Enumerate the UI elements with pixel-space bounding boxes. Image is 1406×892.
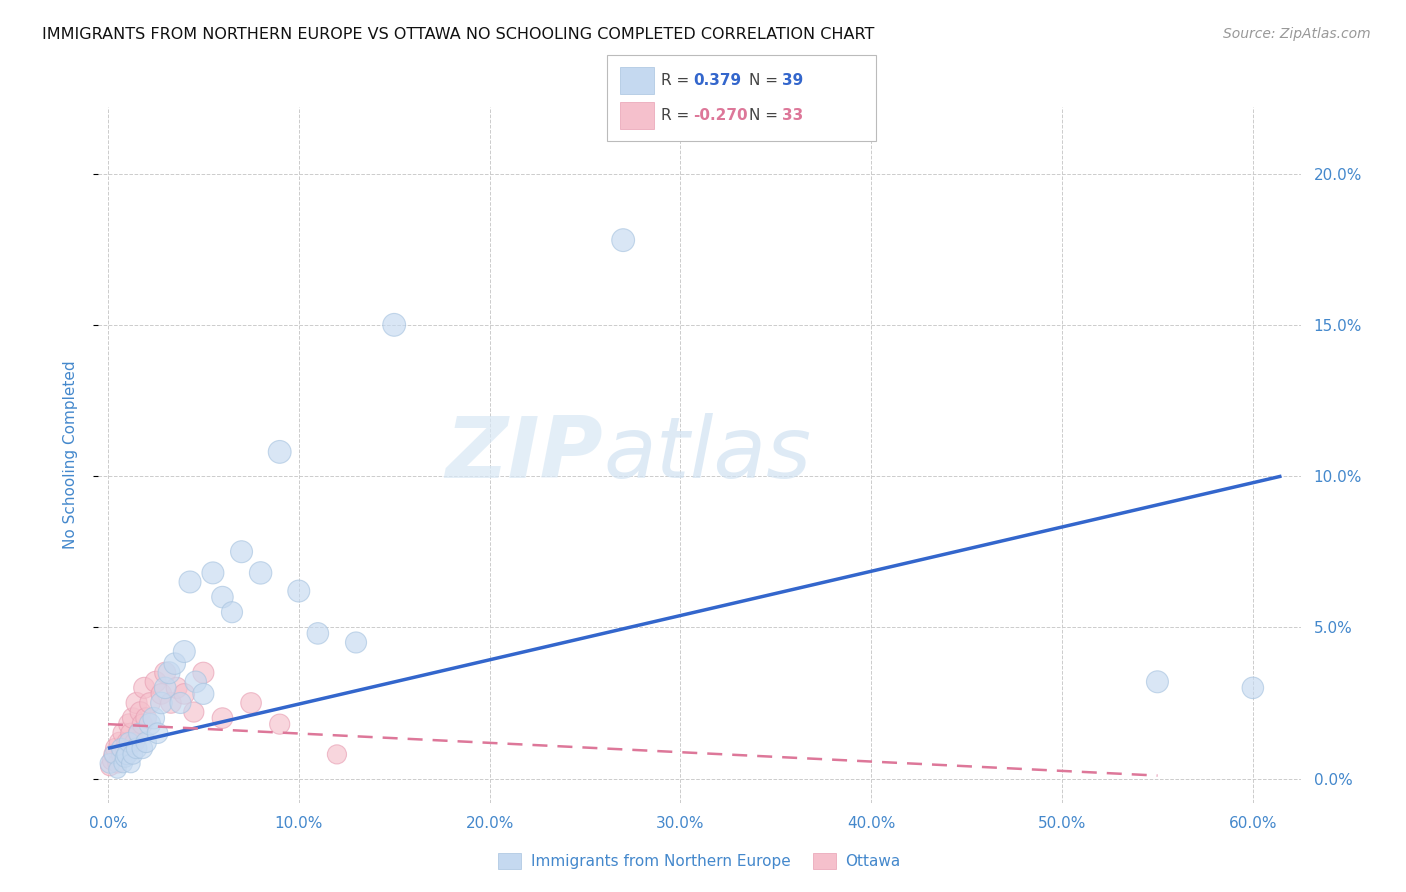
Point bbox=[103, 747, 125, 762]
Point bbox=[184, 674, 207, 689]
Point bbox=[160, 696, 183, 710]
Point bbox=[150, 687, 173, 701]
Point bbox=[107, 756, 129, 771]
Point bbox=[115, 747, 138, 762]
Point bbox=[131, 717, 153, 731]
Point bbox=[101, 754, 124, 768]
Text: Source: ZipAtlas.com: Source: ZipAtlas.com bbox=[1223, 27, 1371, 41]
Point bbox=[193, 687, 215, 701]
Point bbox=[135, 711, 157, 725]
Point bbox=[211, 711, 233, 725]
Point bbox=[231, 545, 253, 559]
Point bbox=[135, 735, 157, 749]
Text: 39: 39 bbox=[782, 73, 803, 88]
Point bbox=[163, 657, 186, 671]
Point bbox=[612, 233, 634, 247]
Text: IMMIGRANTS FROM NORTHERN EUROPE VS OTTAWA NO SCHOOLING COMPLETED CORRELATION CHA: IMMIGRANTS FROM NORTHERN EUROPE VS OTTAW… bbox=[42, 27, 875, 42]
Point bbox=[112, 756, 135, 771]
Text: R =: R = bbox=[661, 108, 695, 123]
Point bbox=[110, 741, 132, 756]
Point bbox=[211, 590, 233, 604]
Point bbox=[114, 741, 136, 756]
Point bbox=[249, 566, 271, 580]
Point bbox=[269, 445, 291, 459]
Legend: Immigrants from Northern Europe, Ottawa: Immigrants from Northern Europe, Ottawa bbox=[492, 847, 907, 875]
Point bbox=[110, 747, 132, 762]
Point bbox=[173, 644, 195, 658]
Point bbox=[1146, 674, 1168, 689]
Point bbox=[103, 747, 125, 762]
Point bbox=[166, 681, 188, 695]
Point bbox=[201, 566, 224, 580]
Point bbox=[104, 741, 127, 756]
Point bbox=[118, 717, 141, 731]
Text: R =: R = bbox=[661, 73, 695, 88]
Point bbox=[326, 747, 349, 762]
Point bbox=[125, 741, 148, 756]
Point bbox=[307, 626, 329, 640]
Point bbox=[134, 681, 156, 695]
Text: N =: N = bbox=[749, 73, 783, 88]
Point bbox=[114, 750, 136, 764]
Point bbox=[269, 717, 291, 731]
Point bbox=[98, 759, 121, 773]
Point bbox=[118, 735, 141, 749]
Point bbox=[287, 584, 309, 599]
Text: atlas: atlas bbox=[603, 413, 811, 497]
Point bbox=[344, 635, 367, 649]
Point bbox=[193, 665, 215, 680]
Point bbox=[107, 763, 129, 777]
Text: ZIP: ZIP bbox=[446, 413, 603, 497]
Y-axis label: No Schooling Completed: No Schooling Completed bbox=[63, 360, 77, 549]
Point bbox=[121, 711, 143, 725]
Point bbox=[150, 696, 173, 710]
Point bbox=[157, 665, 180, 680]
Point bbox=[169, 696, 191, 710]
Point bbox=[108, 735, 131, 749]
Text: -0.270: -0.270 bbox=[693, 108, 748, 123]
Point bbox=[142, 711, 165, 725]
Point bbox=[139, 696, 162, 710]
Point bbox=[120, 756, 142, 771]
Point bbox=[98, 756, 121, 771]
Point bbox=[121, 747, 143, 762]
Text: 0.379: 0.379 bbox=[693, 73, 741, 88]
Point bbox=[1241, 681, 1264, 695]
Text: 33: 33 bbox=[782, 108, 803, 123]
Point bbox=[221, 605, 243, 619]
Text: N =: N = bbox=[749, 108, 783, 123]
Point bbox=[128, 726, 150, 740]
Point bbox=[112, 726, 135, 740]
Point bbox=[179, 574, 201, 589]
Point bbox=[183, 705, 205, 719]
Point bbox=[124, 735, 146, 749]
Point bbox=[155, 681, 177, 695]
Point bbox=[173, 687, 195, 701]
Point bbox=[145, 674, 167, 689]
Point bbox=[128, 726, 150, 740]
Point bbox=[129, 705, 152, 719]
Point bbox=[125, 696, 148, 710]
Point bbox=[139, 717, 162, 731]
Point bbox=[155, 665, 177, 680]
Point bbox=[115, 735, 138, 749]
Point bbox=[131, 741, 153, 756]
Point bbox=[146, 726, 169, 740]
Point bbox=[240, 696, 263, 710]
Point bbox=[120, 726, 142, 740]
Point bbox=[382, 318, 405, 332]
